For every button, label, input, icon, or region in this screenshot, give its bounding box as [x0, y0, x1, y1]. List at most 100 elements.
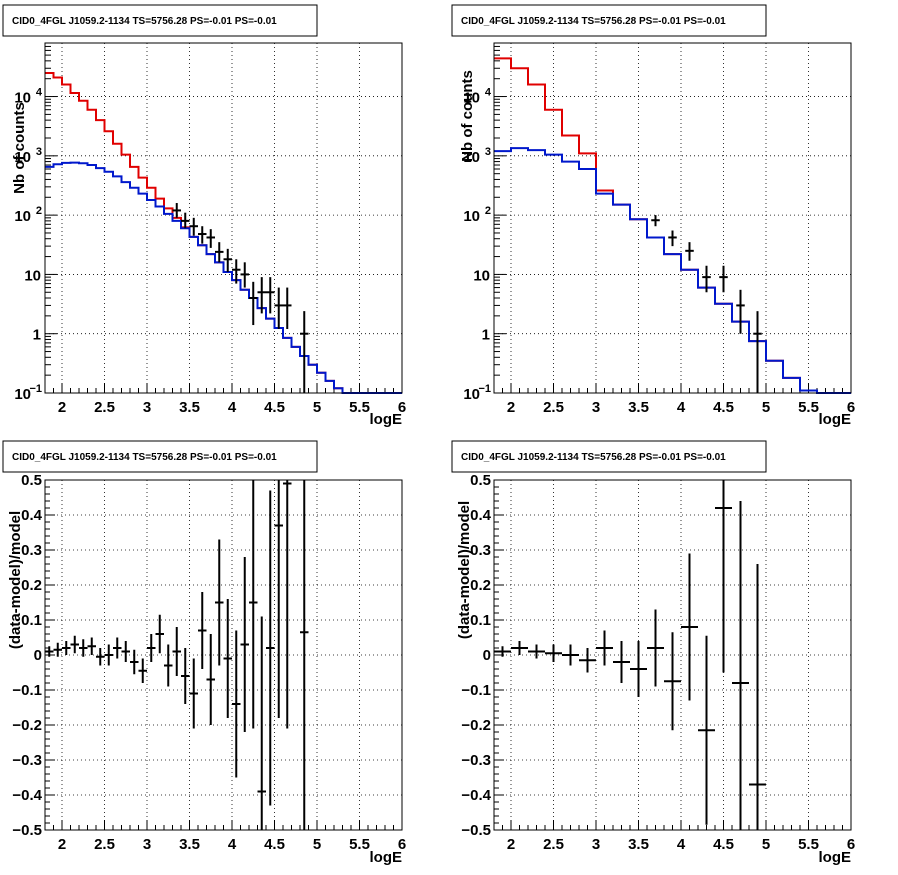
- x-tick-label: 2: [507, 836, 515, 853]
- y-tick-label: 10: [14, 90, 31, 107]
- y-tick-exponent: 3: [485, 146, 491, 158]
- y-tick-label: −0.2: [461, 717, 491, 734]
- plot-area: [44, 42, 403, 394]
- x-tick-label: 4: [677, 836, 686, 853]
- y-tick-label: 10: [14, 208, 31, 225]
- source_model-histogram: [494, 147, 851, 394]
- y-tick-label: 1: [482, 327, 490, 344]
- y-tick-exponent: −1: [29, 383, 42, 395]
- y-tick-label: 0.2: [470, 577, 491, 594]
- y-tick-label: 1: [33, 327, 41, 344]
- x-tick-label: 2: [507, 399, 515, 416]
- panel-top-right: CID0_4FGL J1059.2-1134 TS=5756.28 PS=-0.…: [451, 4, 855, 428]
- y-tick-exponent: −1: [478, 383, 491, 395]
- x-tick-label: 6: [398, 836, 406, 853]
- y-tick-label: 0: [34, 647, 42, 664]
- y-axis-label: (data-model)/model: [7, 511, 24, 649]
- y-tick-label: −0.2: [12, 717, 42, 734]
- x-axis-label: logE: [819, 849, 852, 866]
- y-axis-label: Nb of counts: [459, 70, 476, 162]
- chart-title: CID0_4FGL J1059.2-1134 TS=5756.28 PS=-0.…: [12, 452, 277, 463]
- x-tick-label: 5.5: [349, 836, 370, 853]
- x-tick-label: 2: [58, 836, 66, 853]
- x-tick-label: 3.5: [179, 399, 200, 416]
- y-tick-label: 0.4: [470, 507, 492, 524]
- x-axis-label: logE: [819, 411, 852, 428]
- chart-title: CID0_4FGL J1059.2-1134 TS=5756.28 PS=-0.…: [461, 16, 726, 27]
- y-tick-label: 10: [24, 267, 41, 284]
- y-tick-label: 10: [463, 149, 480, 166]
- y-tick-label: 0.3: [21, 542, 42, 559]
- y-tick-label: −0.4: [12, 787, 42, 804]
- y-tick-label: −0.5: [461, 822, 491, 839]
- x-tick-label: 5.5: [349, 399, 370, 416]
- x-tick-label: 5.5: [798, 836, 819, 853]
- x-tick-label: 2.5: [94, 836, 115, 853]
- title-box: [2, 440, 318, 473]
- x-tick-label: 3.5: [628, 836, 649, 853]
- y-tick-label: 0.4: [21, 507, 43, 524]
- y-tick-label: 0.1: [21, 612, 42, 629]
- y-axis-label: (data-model)/model: [456, 501, 473, 639]
- x-tick-label: 6: [847, 836, 855, 853]
- x-tick-label: 2.5: [543, 399, 564, 416]
- x-tick-label: 3: [143, 399, 151, 416]
- x-tick-label: 3: [143, 836, 151, 853]
- y-tick-exponent: 4: [36, 87, 43, 99]
- y-tick-label: 10: [14, 149, 31, 166]
- y-tick-label: −0.1: [12, 682, 42, 699]
- x-axis-label: logE: [370, 411, 403, 428]
- title-box: [451, 4, 767, 37]
- y-tick-label: 10: [463, 90, 480, 107]
- y-tick-label: 10: [473, 267, 490, 284]
- title-box: [451, 440, 767, 473]
- chart-title: CID0_4FGL J1059.2-1134 TS=5756.28 PS=-0.…: [12, 16, 277, 27]
- chart-title: CID0_4FGL J1059.2-1134 TS=5756.28 PS=-0.…: [461, 452, 726, 463]
- y-tick-label: 10: [463, 208, 480, 225]
- plot-border: [44, 479, 403, 831]
- plot-frame: 2 2.5 3 3.5 4 4.5 5 5.5 6 −0.5 −0.4 −0.3 −0.2 −0.1 0 0.…: [12, 472, 406, 853]
- plot-area: [493, 42, 852, 394]
- title-box: [2, 4, 318, 37]
- x-tick-label: 3: [592, 399, 600, 416]
- y-axis-label: Nb of counts: [11, 102, 28, 194]
- panel-top-left: CID0_4FGL J1059.2-1134 TS=5756.28 PS=-0.…: [2, 4, 406, 428]
- x-tick-label: 5: [762, 836, 770, 853]
- y-tick-label: −0.3: [12, 752, 42, 769]
- x-tick-label: 4.5: [264, 399, 285, 416]
- y-tick-label: −0.3: [461, 752, 491, 769]
- x-tick-label: 4: [228, 836, 237, 853]
- plot-border: [493, 479, 852, 831]
- plot-area: [44, 479, 403, 831]
- x-tick-label: 6: [398, 399, 406, 416]
- plot-border: [44, 42, 403, 394]
- x-tick-label: 5.5: [798, 399, 819, 416]
- x-tick-label: 3.5: [179, 836, 200, 853]
- x-tick-label: 4: [677, 399, 686, 416]
- y-tick-label: 10: [14, 386, 31, 403]
- x-tick-label: 6: [847, 399, 855, 416]
- y-tick-exponent: 3: [36, 146, 42, 158]
- x-axis-label: logE: [370, 849, 403, 866]
- x-tick-label: 4.5: [264, 836, 285, 853]
- y-tick-label: −0.1: [461, 682, 491, 699]
- y-tick-label: 0.2: [21, 577, 42, 594]
- plot-border: [493, 42, 852, 394]
- panel-bottom-right: CID0_4FGL J1059.2-1134 TS=5756.28 PS=-0.…: [451, 440, 855, 866]
- y-tick-label: 0.5: [470, 472, 491, 489]
- plot-frame: 2 2.5 3 3.5 4 4.5 5 5.5 6 −0.5 −0.4 −0.3 −0.2 −0.1 0 0.…: [461, 472, 855, 853]
- y-tick-label: 0.5: [21, 472, 42, 489]
- x-tick-label: 3.5: [628, 399, 649, 416]
- x-tick-label: 4: [228, 399, 237, 416]
- y-tick-label: 10: [463, 386, 480, 403]
- x-tick-label: 5: [313, 836, 321, 853]
- x-tick-label: 5: [313, 399, 321, 416]
- x-tick-label: 3: [592, 836, 600, 853]
- y-tick-label: 0.3: [470, 542, 491, 559]
- y-tick-label: 0.1: [470, 612, 491, 629]
- x-tick-label: 5: [762, 399, 770, 416]
- y-tick-label: −0.4: [461, 787, 491, 804]
